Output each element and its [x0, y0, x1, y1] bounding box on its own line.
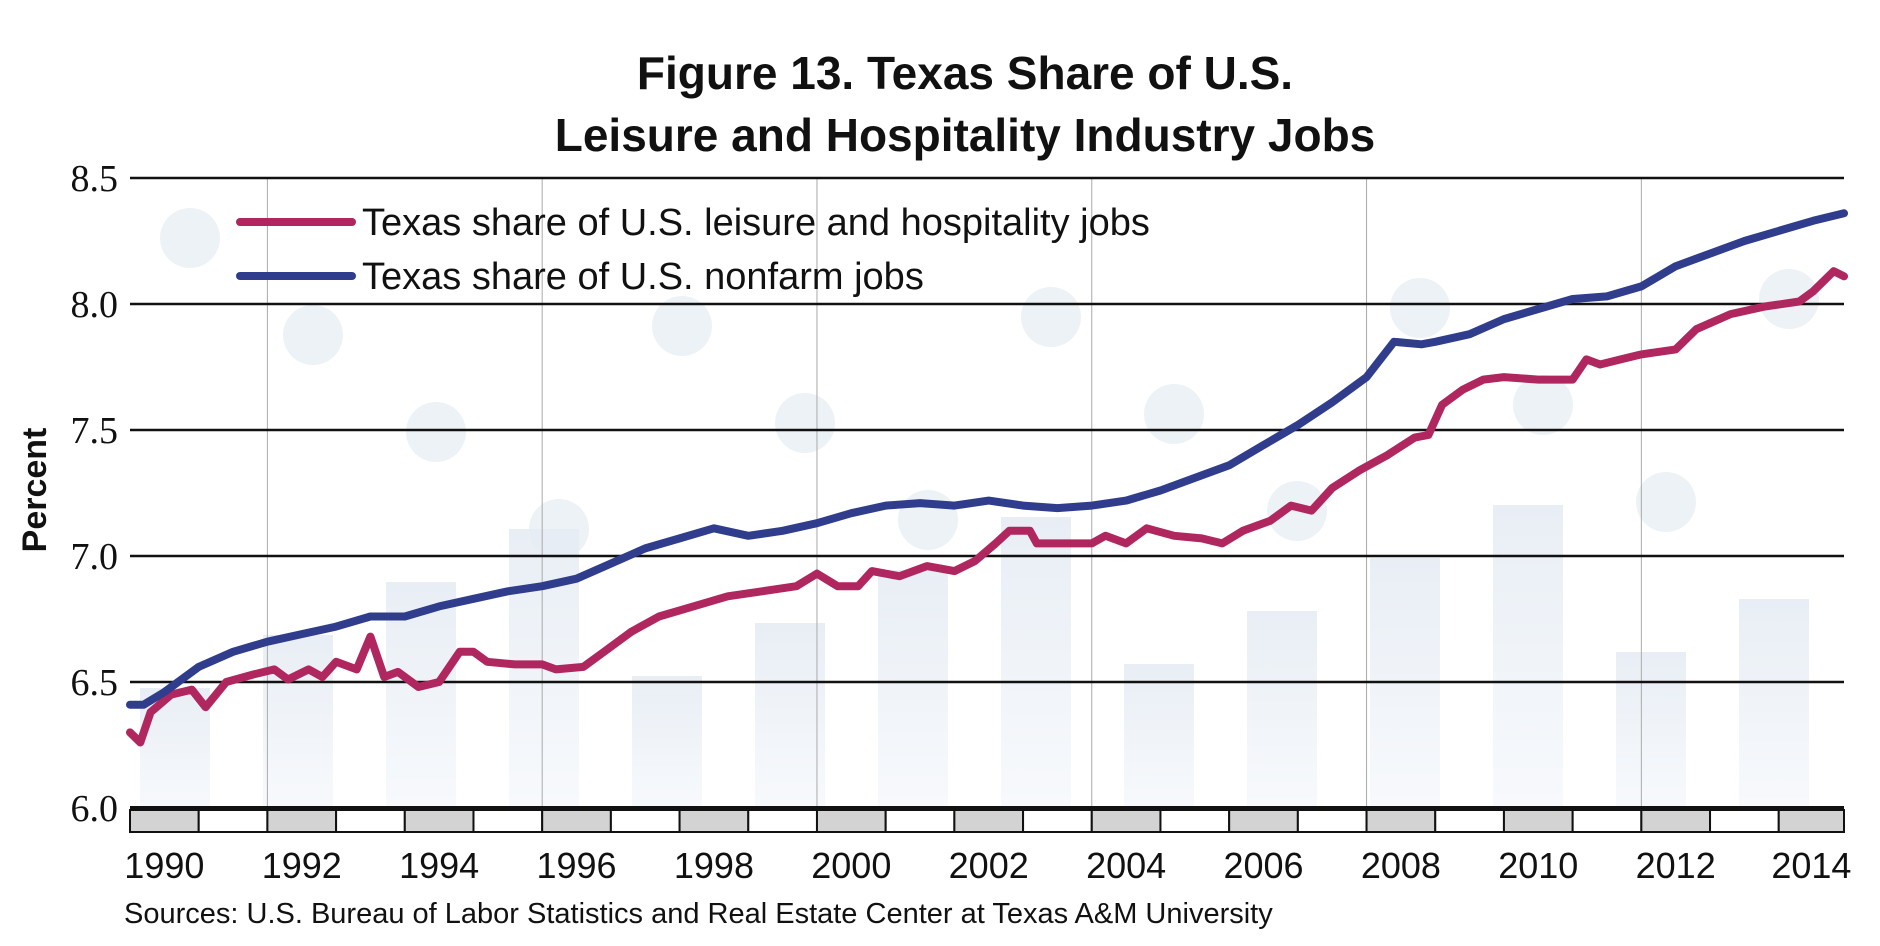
x-tick-label: 1992 — [262, 845, 342, 886]
background-building-shape — [263, 635, 333, 808]
x-axis-year-box — [1090, 809, 1162, 833]
background-icon-shape — [160, 208, 220, 268]
background-icon-shape — [283, 305, 343, 365]
legend: Texas share of U.S. leisure and hospital… — [236, 202, 1150, 298]
background-building-shape — [1493, 505, 1563, 808]
x-tick-label: 2010 — [1498, 845, 1578, 886]
x-axis-year-box — [403, 809, 475, 833]
y-tick-label: 8.5 — [71, 158, 119, 200]
x-axis-year-box — [1640, 809, 1712, 833]
background-icon-shape — [1390, 278, 1450, 338]
y-tick-label: 7.0 — [71, 536, 119, 578]
legend-label: Texas share of U.S. leisure and hospital… — [362, 202, 1150, 244]
x-tick-label: 2012 — [1636, 845, 1716, 886]
x-axis-year-box — [953, 809, 1025, 833]
x-tick-label: 2004 — [1086, 845, 1166, 886]
x-tick-label: 1994 — [399, 845, 479, 886]
x-axis-year-box — [1296, 809, 1368, 833]
x-axis-year-box — [1434, 809, 1505, 833]
background-building-shape — [1001, 517, 1071, 808]
x-tick-label: 1990 — [124, 845, 204, 886]
background-icon-shape — [775, 393, 835, 453]
x-tick-label: 2014 — [1771, 845, 1851, 886]
background-icon-shape — [1144, 384, 1204, 444]
x-axis-year-box — [815, 809, 887, 833]
x-axis-year-box — [1709, 809, 1780, 833]
y-tick-label: 6.5 — [71, 662, 119, 704]
x-axis-year-box — [884, 809, 956, 833]
y-axis-label: Percent — [16, 428, 54, 553]
sources-note: Sources: U.S. Bureau of Labor Statistics… — [124, 898, 1273, 930]
y-tick-label: 7.5 — [71, 410, 119, 452]
x-tick-label: 2008 — [1361, 845, 1441, 886]
x-tick-label: 2000 — [811, 845, 891, 886]
y-tick-label: 6.0 — [71, 788, 119, 830]
legend-label: Texas share of U.S. nonfarm jobs — [362, 256, 924, 298]
x-axis-year-box — [747, 809, 818, 833]
background-building-shape — [1616, 652, 1686, 808]
background-building-shape — [632, 676, 702, 808]
background-building-shape — [140, 688, 210, 808]
background-icon-shape — [898, 490, 958, 550]
x-tick-label: 2002 — [949, 845, 1029, 886]
x-axis-year-box — [541, 809, 612, 833]
x-axis-year-box — [1571, 809, 1643, 833]
x-axis-year-box — [1022, 809, 1093, 833]
chart-title-line-2: Leisure and Hospitality Industry Jobs — [554, 109, 1376, 161]
background-building-shape — [755, 623, 825, 808]
background-icon-shape — [1021, 287, 1081, 347]
background-building-shape — [1739, 599, 1809, 808]
x-axis-year-box — [472, 809, 544, 833]
x-axis-year-box — [1228, 809, 1299, 833]
x-axis-year-box — [609, 809, 681, 833]
x-axis-year-box — [1502, 809, 1574, 833]
background-building-shape — [1247, 611, 1317, 808]
x-axis-year-box — [1365, 809, 1437, 833]
x-axis-year-box — [197, 809, 269, 833]
background-icon-shape — [529, 499, 589, 559]
x-axis-year-box — [129, 809, 200, 833]
x-tick-label: 1996 — [536, 845, 616, 886]
background-building-shape — [878, 570, 948, 808]
x-axis-year-box — [678, 809, 750, 833]
background-building-shape — [1124, 664, 1194, 808]
series-line-nonfarm — [126, 209, 1848, 709]
y-tick-label: 8.0 — [71, 284, 119, 326]
background-icon-shape — [652, 296, 712, 356]
x-axis-year-box — [335, 809, 406, 833]
x-tick-label: 2006 — [1223, 845, 1303, 886]
chart-title-line-1: Figure 13. Texas Share of U.S. — [636, 47, 1294, 99]
x-axis-year-box — [1159, 809, 1231, 833]
series-line-leisure-hospitality — [126, 267, 1848, 747]
x-axis-year-box — [266, 809, 338, 833]
background-icon-shape — [1636, 472, 1696, 532]
x-axis-year-box — [1777, 809, 1845, 833]
background-icon-shape — [1513, 375, 1573, 435]
background-icon-shape — [406, 402, 466, 462]
x-tick-label: 1998 — [674, 845, 754, 886]
